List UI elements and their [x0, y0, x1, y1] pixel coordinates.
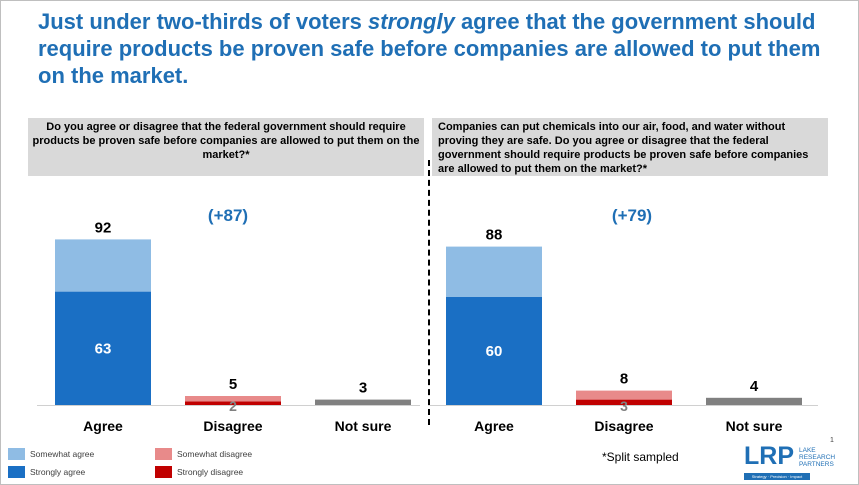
- category-label: Not sure: [726, 418, 783, 434]
- legend-swatch-strongly-agree: [8, 466, 25, 478]
- footnote: *Split sampled: [602, 450, 679, 464]
- bar-not-sure: [315, 399, 411, 405]
- bar-strongly-disagree: [185, 401, 281, 405]
- title-emphasis: strongly: [368, 9, 455, 34]
- legend-label-strongly-disagree: Strongly disagree: [177, 467, 244, 477]
- legend-swatch-somewhat-disagree: [155, 448, 172, 460]
- total-label: 92: [95, 219, 112, 236]
- logo-tagline: Strategy · Precision · Impact: [744, 473, 810, 480]
- question-left: Do you agree or disagree that the federa…: [28, 118, 424, 176]
- legend-swatch-somewhat-agree: [8, 448, 25, 460]
- panel-divider: [428, 160, 430, 425]
- total-label: 5: [229, 376, 237, 393]
- total-label: 88: [486, 227, 503, 244]
- bar-strongly-disagree: [576, 399, 672, 405]
- bar-strongly-agree: [55, 291, 151, 405]
- inner-label: 63: [95, 340, 112, 357]
- question-right: Companies can put chemicals into our air…: [432, 118, 828, 176]
- total-label: 8: [620, 371, 628, 388]
- category-label: Agree: [83, 418, 123, 434]
- category-label: Not sure: [335, 418, 392, 434]
- page-number: 1: [830, 437, 834, 444]
- bar-somewhat-disagree: [576, 390, 672, 400]
- category-label: Disagree: [203, 418, 262, 434]
- bar-strongly-agree: [446, 297, 542, 405]
- category-label: Agree: [474, 418, 514, 434]
- inner-label: 3: [620, 398, 628, 414]
- bar-not-sure: [706, 397, 802, 405]
- legend-swatch-strongly-disagree: [155, 466, 172, 478]
- legend-label-strongly-agree: Strongly agree: [30, 467, 86, 477]
- bar-somewhat-disagree: [185, 396, 281, 402]
- lrp-logo: LRP LAKE RESEARCH PARTNERS Strategy · Prec…: [744, 440, 840, 482]
- slide-title: Just under two-thirds of voters strongly…: [38, 9, 821, 88]
- bar-somewhat-agree: [446, 246, 542, 297]
- inner-label: 60: [486, 343, 503, 360]
- legend-label-somewhat-agree: Somewhat agree: [30, 449, 95, 459]
- net-label: (+87): [208, 206, 248, 225]
- inner-label: 2: [229, 398, 237, 414]
- bar-somewhat-agree: [55, 239, 151, 292]
- net-label: (+79): [612, 206, 652, 225]
- category-label: Disagree: [594, 418, 653, 434]
- logo-name: LAKE RESEARCH PARTNERS: [799, 447, 836, 468]
- logo-mark: LRP: [744, 442, 794, 470]
- total-label: 4: [750, 378, 759, 395]
- legend-label-somewhat-disagree: Somewhat disagree: [177, 449, 253, 459]
- total-label: 3: [359, 380, 367, 397]
